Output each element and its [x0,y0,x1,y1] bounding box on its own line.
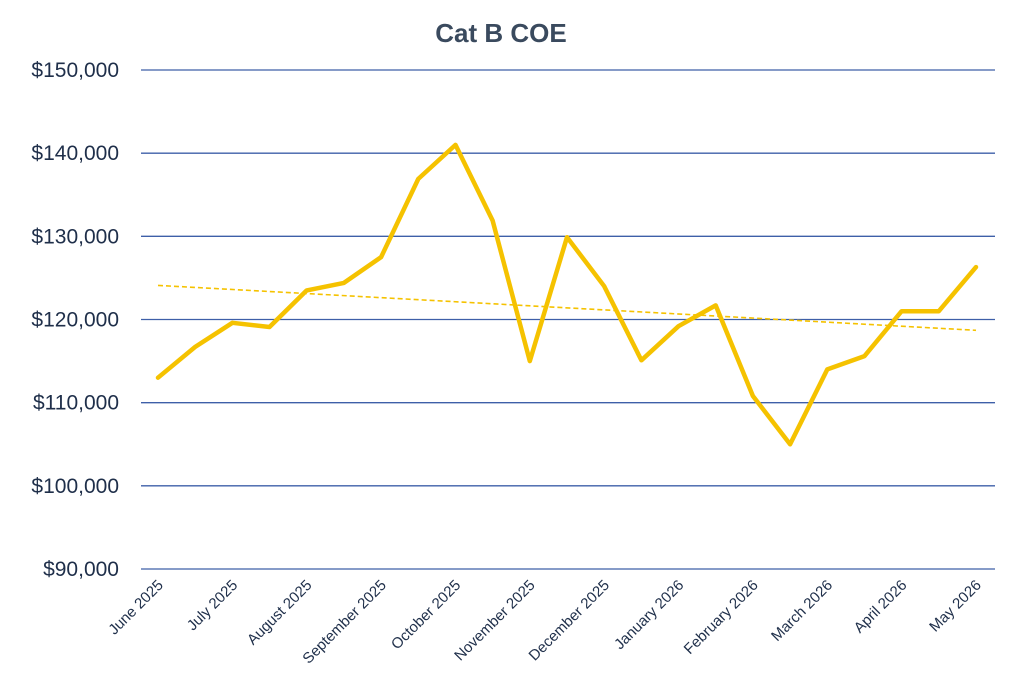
x-tick-label: December 2025 [526,577,613,664]
x-tick-label: March 2026 [768,577,836,645]
x-tick-label: June 2025 [105,577,167,639]
trendline-layer [157,284,977,332]
y-tick-label: $150,000 [31,59,119,82]
y-tick-label: $90,000 [43,558,119,581]
y-tick-label: $120,000 [31,309,119,332]
gridlines [141,69,995,570]
y-axis-tick-labels: $90,000 $100,000 $110,000 $120,000 $130,000 $… [31,59,119,581]
x-tick-label: January 2026 [611,577,687,653]
x-tick-label: July 2025 [184,577,241,634]
y-tick-label: $100,000 [31,475,119,498]
x-tick-label: October 2025 [388,577,464,653]
y-tick-label: $130,000 [31,225,119,248]
trendline [157,284,977,332]
x-tick-label: May 2026 [926,577,985,636]
y-tick-label: $140,000 [31,142,119,165]
x-tick-label: February 2026 [681,577,762,658]
chart-title: Cat B COE [435,18,566,48]
series-layer [155,142,979,447]
x-tick-label: April 2026 [851,577,911,637]
series-line [155,142,979,447]
y-tick-label: $110,000 [33,392,119,415]
x-tick-label: August 2025 [244,577,316,649]
